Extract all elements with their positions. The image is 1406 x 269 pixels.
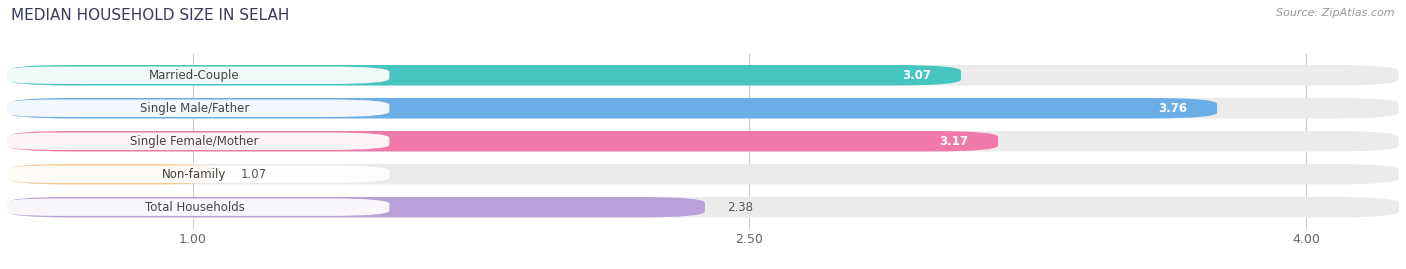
FancyBboxPatch shape: [0, 165, 389, 183]
Text: Total Households: Total Households: [145, 201, 245, 214]
Text: Single Female/Mother: Single Female/Mother: [131, 135, 259, 148]
FancyBboxPatch shape: [7, 98, 1218, 118]
FancyBboxPatch shape: [7, 164, 1399, 185]
FancyBboxPatch shape: [7, 65, 1399, 86]
Text: 2.38: 2.38: [727, 201, 754, 214]
Text: Married-Couple: Married-Couple: [149, 69, 240, 82]
FancyBboxPatch shape: [7, 98, 1399, 118]
FancyBboxPatch shape: [0, 199, 389, 216]
FancyBboxPatch shape: [7, 164, 218, 185]
FancyBboxPatch shape: [7, 131, 998, 151]
FancyBboxPatch shape: [7, 65, 960, 86]
FancyBboxPatch shape: [7, 197, 704, 217]
Text: 3.07: 3.07: [903, 69, 931, 82]
FancyBboxPatch shape: [0, 133, 389, 150]
FancyBboxPatch shape: [0, 100, 389, 117]
FancyBboxPatch shape: [7, 197, 1399, 217]
Text: 3.76: 3.76: [1159, 102, 1188, 115]
Text: Non-family: Non-family: [162, 168, 226, 181]
Text: MEDIAN HOUSEHOLD SIZE IN SELAH: MEDIAN HOUSEHOLD SIZE IN SELAH: [11, 8, 290, 23]
Text: 1.07: 1.07: [240, 168, 267, 181]
FancyBboxPatch shape: [0, 66, 389, 84]
FancyBboxPatch shape: [7, 131, 1399, 151]
Text: Single Male/Father: Single Male/Father: [139, 102, 249, 115]
Text: Source: ZipAtlas.com: Source: ZipAtlas.com: [1277, 8, 1395, 18]
Text: 3.17: 3.17: [939, 135, 969, 148]
